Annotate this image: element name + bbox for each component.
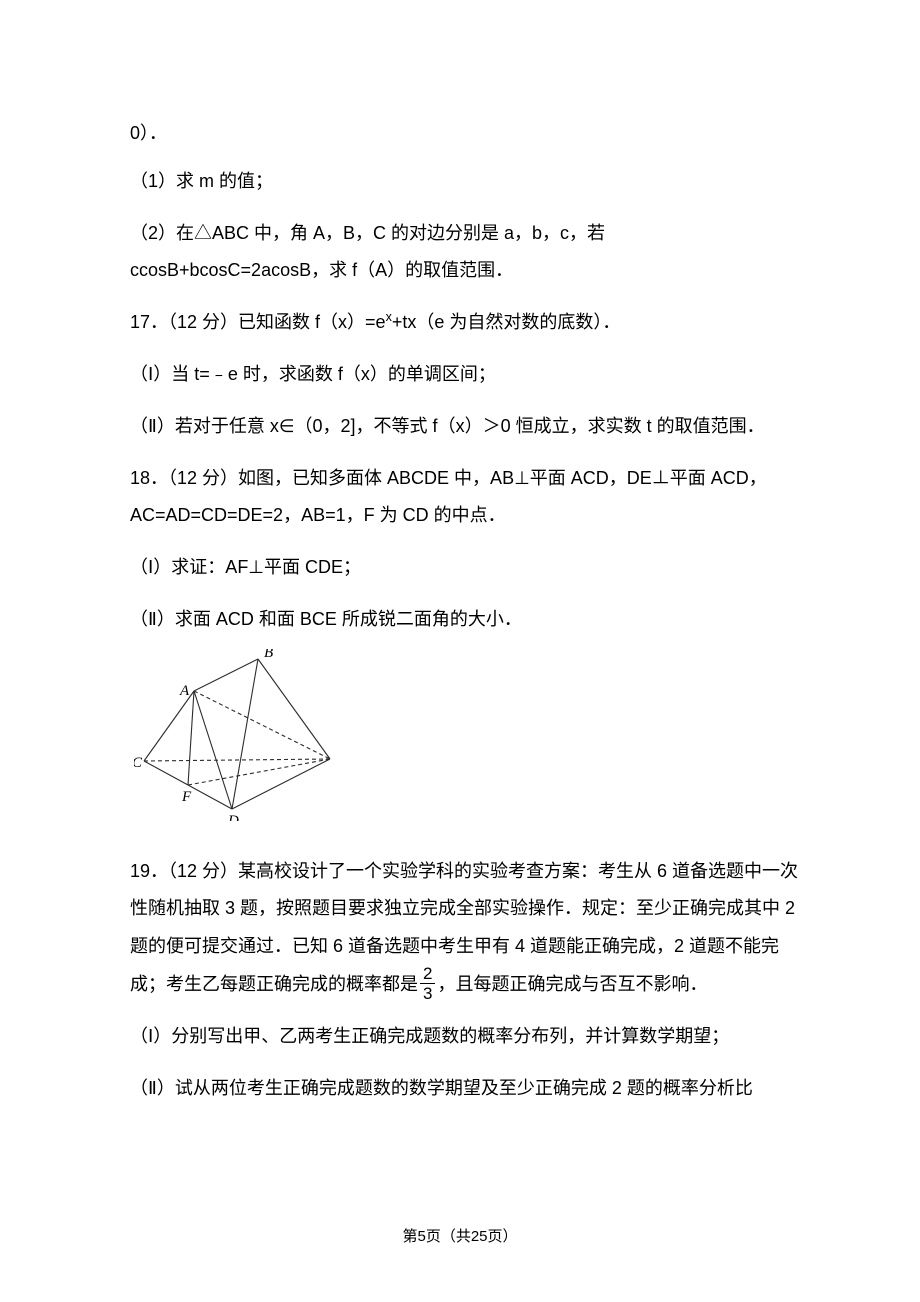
question-19-i: （Ⅰ）分别写出甲、乙两考生正确完成题数的概率分布列，并计算数学期望； (130, 1018, 805, 1056)
text: （1）求 m 的值； (130, 171, 273, 191)
svg-text:F: F (181, 789, 192, 805)
text: （Ⅰ）求证：AF⊥平面 CDE； (130, 557, 361, 577)
text: （Ⅱ）试从两位考生正确完成题数的数学期望及至少正确完成 2 题的概率分析比 (130, 1078, 753, 1098)
svg-text:A: A (179, 683, 190, 699)
svg-text:E: E (333, 753, 334, 769)
question-17-i: （Ⅰ）当 t=﹣e 时，求函数 f（x）的单调区间； (130, 356, 805, 394)
text: 18．（12 分）如图，已知多面体 ABCDE 中，AB⊥平面 ACD，DE⊥平… (130, 468, 767, 526)
question-19-head: 19．（12 分）某高校设计了一个实验学科的实验考查方案：考生从 6 道备选题中… (130, 853, 805, 1004)
footer-text: 页（共 (426, 1228, 471, 1245)
question-19-ii: （Ⅱ）试从两位考生正确完成题数的数学期望及至少正确完成 2 题的概率分析比 (130, 1070, 805, 1108)
text: 0）． (130, 123, 167, 143)
text: 17．（12 分）已知函数 f（x）=e (130, 312, 386, 332)
text: +tx（e 为自然对数的底数）． (392, 312, 621, 332)
footer-text: 第 (402, 1228, 417, 1245)
text: ，且每题正确完成与否互不影响． (437, 974, 707, 994)
question-18-head: 18．（12 分）如图，已知多面体 ABCDE 中，AB⊥平面 ACD，DE⊥平… (130, 460, 805, 536)
footer-text: 页） (488, 1228, 518, 1245)
question-18-ii: （Ⅱ）求面 ACD 和面 BCE 所成锐二面角的大小． (130, 601, 805, 639)
fraction-denominator: 3 (420, 984, 435, 1002)
diagram-svg: A B C D E F (134, 649, 334, 821)
geometry-diagram: A B C D E F (134, 649, 805, 835)
fraction: 23 (418, 965, 437, 1002)
text: （Ⅰ）当 t=﹣e 时，求函数 f（x）的单调区间； (130, 364, 496, 384)
text: （Ⅱ）求面 ACD 和面 BCE 所成锐二面角的大小． (130, 609, 522, 629)
subquestion-2: （2）在△ABC 中，角 A，B，C 的对边分别是 a，b，c，若 ccosB+… (130, 215, 805, 291)
page-footer: 第5页（共25页） (0, 1229, 920, 1244)
footer-page: 5 (417, 1228, 425, 1245)
question-17-head: 17．（12 分）已知函数 f（x）=ex+tx（e 为自然对数的底数）． (130, 304, 805, 342)
footer-total: 25 (471, 1228, 488, 1245)
question-17-ii: （Ⅱ）若对于任意 x∈（0，2]，不等式 f（x）＞0 恒成立，求实数 t 的取… (130, 408, 805, 446)
svg-text:B: B (264, 649, 273, 661)
paragraph-continuation: 0）． (130, 115, 805, 153)
svg-text:C: C (134, 755, 143, 771)
text: （2）在△ABC 中，角 A，B，C 的对边分别是 a，b，c，若 ccosB+… (130, 223, 605, 281)
question-18-i: （Ⅰ）求证：AF⊥平面 CDE； (130, 549, 805, 587)
subquestion-1: （1）求 m 的值； (130, 163, 805, 201)
text: （Ⅰ）分别写出甲、乙两考生正确完成题数的概率分布列，并计算数学期望； (130, 1026, 729, 1046)
fraction-numerator: 2 (420, 965, 435, 984)
svg-text:D: D (227, 813, 239, 821)
text: （Ⅱ）若对于任意 x∈（0，2]，不等式 f（x）＞0 恒成立，求实数 t 的取… (130, 416, 765, 436)
